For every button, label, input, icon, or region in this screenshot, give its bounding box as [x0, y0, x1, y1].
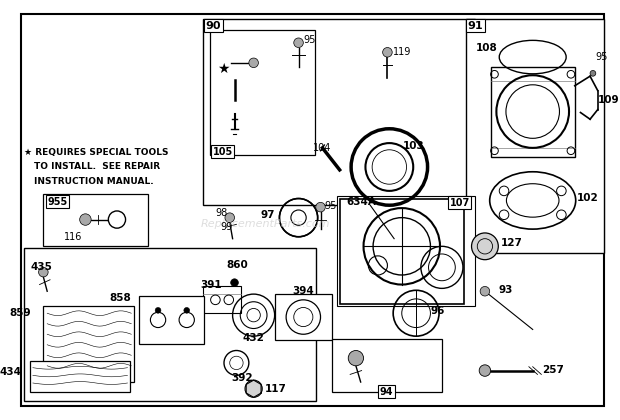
Polygon shape — [231, 100, 238, 114]
Circle shape — [184, 307, 190, 313]
Circle shape — [38, 268, 48, 277]
Circle shape — [480, 286, 490, 296]
Circle shape — [155, 307, 161, 313]
Polygon shape — [294, 231, 303, 239]
Text: 94: 94 — [380, 387, 393, 397]
Text: 97: 97 — [260, 210, 275, 220]
Text: 391: 391 — [200, 280, 222, 289]
Bar — [43, 194, 149, 246]
Bar — [466, 19, 604, 253]
Bar — [203, 19, 476, 205]
Polygon shape — [282, 202, 292, 211]
Text: 91: 91 — [467, 21, 484, 31]
Circle shape — [472, 233, 498, 260]
Circle shape — [316, 202, 326, 212]
Text: 99: 99 — [220, 222, 232, 232]
Polygon shape — [305, 202, 315, 211]
Circle shape — [348, 351, 363, 366]
Text: 860: 860 — [227, 260, 249, 270]
Text: 95: 95 — [324, 201, 337, 211]
Bar — [203, 286, 241, 313]
Polygon shape — [294, 197, 303, 204]
Text: 102: 102 — [577, 193, 598, 202]
Bar — [340, 199, 464, 304]
Text: 127: 127 — [501, 239, 523, 249]
Text: 434: 434 — [0, 368, 21, 378]
Circle shape — [383, 47, 392, 57]
Bar — [30, 361, 130, 391]
Polygon shape — [282, 224, 292, 234]
Bar — [139, 296, 204, 344]
Text: 105: 105 — [213, 147, 232, 157]
Polygon shape — [229, 269, 241, 282]
Text: 96: 96 — [430, 306, 445, 316]
Text: 93: 93 — [498, 285, 513, 295]
Text: 955: 955 — [47, 197, 68, 207]
Bar — [332, 339, 442, 391]
Text: 117: 117 — [265, 384, 287, 394]
Circle shape — [231, 279, 238, 286]
Text: 116: 116 — [64, 232, 82, 242]
Text: 98: 98 — [215, 208, 228, 218]
Text: 90: 90 — [206, 21, 221, 31]
Bar — [490, 67, 575, 158]
Text: TO INSTALL.  SEE REPAIR: TO INSTALL. SEE REPAIR — [34, 162, 160, 171]
Polygon shape — [312, 214, 319, 221]
Text: 104: 104 — [313, 143, 331, 153]
Polygon shape — [278, 214, 285, 221]
Circle shape — [249, 58, 259, 68]
Text: 95: 95 — [303, 35, 316, 45]
Circle shape — [80, 214, 91, 225]
Text: 107: 107 — [450, 197, 470, 207]
Text: INSTRUCTION MANUAL.: INSTRUCTION MANUAL. — [34, 176, 153, 186]
Text: 95: 95 — [596, 52, 608, 62]
Circle shape — [590, 71, 596, 76]
Bar — [337, 196, 476, 306]
Text: 858: 858 — [110, 293, 131, 303]
Text: 634A: 634A — [347, 197, 376, 207]
Bar — [43, 306, 134, 382]
Circle shape — [294, 38, 303, 47]
Text: 119: 119 — [393, 47, 412, 57]
Text: 394: 394 — [292, 286, 314, 296]
Text: 432: 432 — [242, 333, 265, 343]
Text: ★: ★ — [217, 62, 230, 76]
Text: 109: 109 — [598, 95, 619, 105]
Text: ReplacementParts.com: ReplacementParts.com — [201, 219, 330, 229]
Circle shape — [479, 365, 490, 376]
Text: 392: 392 — [232, 373, 253, 383]
Text: 103: 103 — [403, 141, 425, 151]
Text: 435: 435 — [31, 262, 53, 272]
Text: 257: 257 — [542, 365, 564, 375]
Bar — [24, 248, 316, 401]
Circle shape — [225, 213, 234, 223]
Polygon shape — [305, 224, 315, 234]
Text: 859: 859 — [9, 308, 31, 318]
Bar — [210, 30, 315, 155]
Circle shape — [245, 380, 262, 397]
Text: 108: 108 — [476, 42, 497, 52]
Text: ★ REQUIRES SPECIAL TOOLS: ★ REQUIRES SPECIAL TOOLS — [24, 148, 169, 157]
Bar — [275, 294, 332, 340]
